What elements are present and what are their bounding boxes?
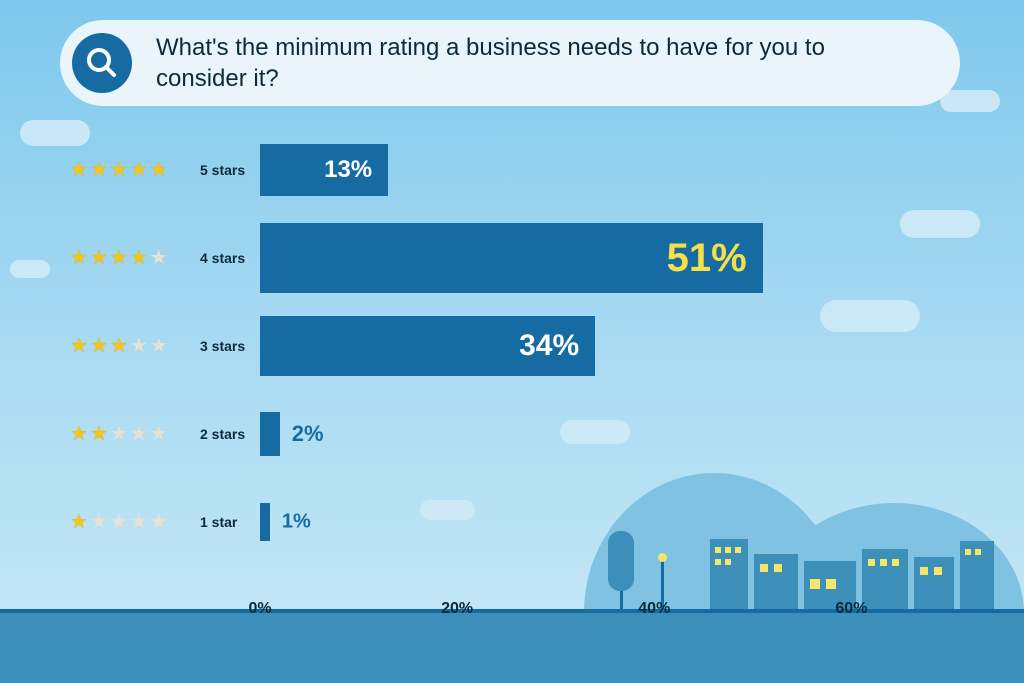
star-filled-icon: ★: [110, 336, 128, 356]
star-rating: ★★★★★: [70, 424, 200, 444]
bar-value: 51%: [667, 236, 747, 281]
star-empty-icon: ★: [130, 424, 148, 444]
cloud-icon: [940, 90, 1000, 112]
bar-track: 13%: [260, 130, 950, 210]
star-filled-icon: ★: [130, 248, 148, 268]
axis-tick-label: 60%: [835, 600, 867, 618]
star-filled-icon: ★: [110, 160, 128, 180]
star-filled-icon: ★: [70, 248, 88, 268]
star-rating: ★★★★★: [70, 336, 200, 356]
star-empty-icon: ★: [150, 336, 168, 356]
row-label: 3 stars: [200, 338, 260, 354]
star-empty-icon: ★: [110, 424, 128, 444]
star-empty-icon: ★: [90, 512, 108, 532]
question-pill: What's the minimum rating a business nee…: [60, 20, 960, 106]
star-filled-icon: ★: [90, 424, 108, 444]
star-rating: ★★★★★: [70, 512, 200, 532]
star-empty-icon: ★: [150, 512, 168, 532]
star-rating: ★★★★★: [70, 160, 200, 180]
bar-track: 34%: [260, 306, 950, 386]
chart-row: ★★★★★2 stars2%: [70, 394, 950, 474]
bar: 51%: [260, 223, 763, 293]
magnifier-icon: [84, 45, 120, 81]
bar-value: 2%: [292, 421, 324, 447]
star-empty-icon: ★: [130, 512, 148, 532]
axis-tick-label: 0%: [248, 600, 271, 618]
star-filled-icon: ★: [110, 248, 128, 268]
bar: [260, 412, 280, 456]
bar-value: 1%: [282, 511, 311, 534]
chart-row: ★★★★★5 stars13%: [70, 130, 950, 210]
chart-row: ★★★★★1 star1%: [70, 482, 950, 562]
bar-track: 1%: [260, 482, 950, 562]
cloud-icon: [10, 260, 50, 278]
star-empty-icon: ★: [150, 248, 168, 268]
bar-value: 13%: [324, 156, 372, 184]
star-filled-icon: ★: [90, 248, 108, 268]
bar: 34%: [260, 316, 595, 376]
star-filled-icon: ★: [150, 160, 168, 180]
bar: 13%: [260, 144, 388, 196]
infographic-canvas: What's the minimum rating a business nee…: [0, 0, 1024, 683]
row-label: 4 stars: [200, 250, 260, 266]
chart-row: ★★★★★4 stars51%: [70, 218, 950, 298]
star-filled-icon: ★: [90, 336, 108, 356]
star-filled-icon: ★: [130, 160, 148, 180]
bar: [260, 503, 270, 541]
star-empty-icon: ★: [130, 336, 148, 356]
row-label: 2 stars: [200, 426, 260, 442]
star-empty-icon: ★: [110, 512, 128, 532]
star-filled-icon: ★: [70, 336, 88, 356]
star-filled-icon: ★: [90, 160, 108, 180]
question-text: What's the minimum rating a business nee…: [156, 32, 856, 94]
ground: [0, 613, 1024, 683]
star-filled-icon: ★: [70, 512, 88, 532]
question-badge: [72, 33, 132, 93]
star-empty-icon: ★: [150, 424, 168, 444]
star-filled-icon: ★: [70, 160, 88, 180]
bar-track: 2%: [260, 394, 950, 474]
row-label: 5 stars: [200, 162, 260, 178]
bar-track: 51%: [260, 218, 950, 298]
axis-tick-label: 40%: [638, 600, 670, 618]
bar-value: 34%: [519, 329, 579, 363]
star-rating: ★★★★★: [70, 248, 200, 268]
row-label: 1 star: [200, 514, 260, 530]
star-filled-icon: ★: [70, 424, 88, 444]
axis-tick-label: 20%: [441, 600, 473, 618]
chart-row: ★★★★★3 stars34%: [70, 306, 950, 386]
bar-chart: ★★★★★5 stars13%★★★★★4 stars51%★★★★★3 sta…: [70, 130, 950, 600]
